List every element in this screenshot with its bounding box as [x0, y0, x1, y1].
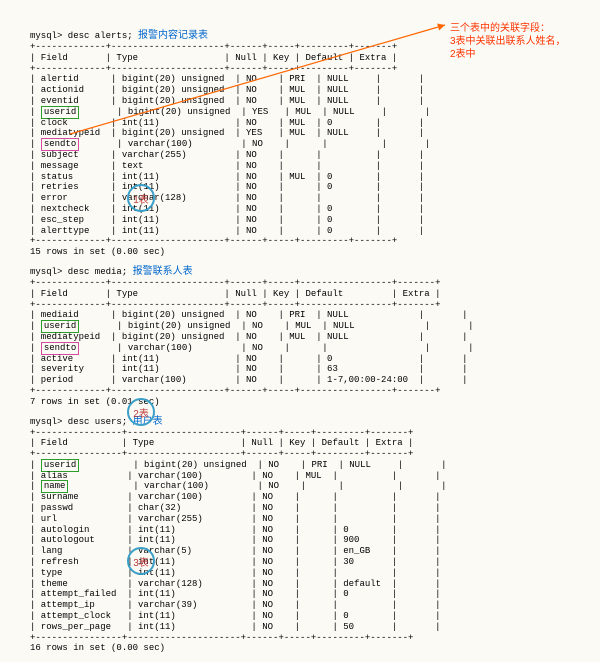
- separator: +-------------+---------------------+---…: [30, 278, 600, 289]
- table-row: | autologin | int(11) | NO | | 0 | |: [30, 525, 600, 536]
- table-row: | autologout | int(11) | NO | | 900 | |: [30, 535, 600, 546]
- table-row: | sendto | varchar(100) | NO | | | |: [30, 343, 600, 354]
- table-row: | sendto | varchar(100) | NO | | | |: [30, 139, 600, 150]
- table-row: | error | varchar(128) | NO | | | |: [30, 193, 600, 204]
- separator: +-------------+---------------------+---…: [30, 386, 600, 397]
- table-row: | message | text | NO | | | |: [30, 161, 600, 172]
- table-footer: 16 rows in set (0.00 sec): [30, 643, 600, 654]
- table-row: | name | varchar(100) | NO | | | |: [30, 481, 600, 492]
- table-footer: 15 rows in set (0.00 sec): [30, 247, 600, 258]
- mysql-command: mysql> desc users; 用户表: [30, 416, 600, 428]
- highlighted-field: userid: [41, 459, 79, 472]
- table-row: | theme | varchar(128) | NO | | default …: [30, 579, 600, 590]
- table-row: | refresh | int(11) | NO | | 30 | |: [30, 557, 600, 568]
- table-row: | status | int(11) | NO | MUL | 0 | |: [30, 172, 600, 183]
- separator: +-------------+---------------------+---…: [30, 300, 600, 311]
- separator: +----------------+---------------------+…: [30, 428, 600, 439]
- table-row: | attempt_failed | int(11) | NO | | 0 | …: [30, 589, 600, 600]
- table-row: | mediatypeid | bigint(20) unsigned | YE…: [30, 128, 600, 139]
- highlighted-field: sendto: [41, 342, 79, 355]
- circle-badge: 1表: [127, 184, 155, 212]
- table-row: | lang | varchar(5) | NO | | en_GB | |: [30, 546, 600, 557]
- table-row: | userid | bigint(20) unsigned | NO | PR…: [30, 460, 600, 471]
- table-row: | attempt_clock | int(11) | NO | | 0 | |: [30, 611, 600, 622]
- table-header: | Field | Type | Null | Key | Default | …: [30, 289, 600, 300]
- table-row: | clock | int(11) | NO | MUL | 0 | |: [30, 118, 600, 129]
- highlighted-field: userid: [41, 106, 79, 119]
- table-row: | alias | varchar(100) | NO | MUL | | |: [30, 471, 600, 482]
- table-row: | passwd | char(32) | NO | | | |: [30, 503, 600, 514]
- table-row: | eventid | bigint(20) unsigned | NO | M…: [30, 96, 600, 107]
- table-row: | userid | bigint(20) unsigned | NO | MU…: [30, 321, 600, 332]
- circle-badge: 2表: [127, 398, 155, 426]
- separator: +-------------+---------------------+---…: [30, 64, 600, 75]
- table-row: | mediaid | bigint(20) unsigned | NO | P…: [30, 310, 600, 321]
- table-row: | severity | int(11) | NO | | 63 | |: [30, 364, 600, 375]
- separator: +-------------+---------------------+---…: [30, 236, 600, 247]
- terminal-output: mysql> desc alerts; 报警内容记录表+------------…: [0, 0, 600, 662]
- table-row: | retries | int(11) | NO | | 0 | |: [30, 182, 600, 193]
- callout-text: 三个表中的关联字段： 3表中关联出联系人姓名， 2表中: [450, 22, 566, 61]
- table-row: | rows_per_page | int(11) | NO | | 50 | …: [30, 622, 600, 633]
- table-row: | subject | varchar(255) | NO | | | |: [30, 150, 600, 161]
- table-row: | url | varchar(255) | NO | | | |: [30, 514, 600, 525]
- table-row: | alerttype | int(11) | NO | | 0 | |: [30, 226, 600, 237]
- table-footer: 7 rows in set (0.01 sec): [30, 397, 600, 408]
- separator: +----------------+---------------------+…: [30, 449, 600, 460]
- table-row: | type | int(11) | NO | | | |: [30, 568, 600, 579]
- table-row: | period | varchar(100) | NO | | 1-7,00:…: [30, 375, 600, 386]
- table-title: 报警联系人表: [133, 266, 193, 277]
- table-row: | esc_step | int(11) | NO | | 0 | |: [30, 215, 600, 226]
- table-title: 报警内容记录表: [138, 30, 208, 41]
- table-row: | mediatypeid | bigint(20) unsigned | NO…: [30, 332, 600, 343]
- separator: +----------------+---------------------+…: [30, 633, 600, 644]
- table-header: | Field | Type | Null | Key | Default | …: [30, 438, 600, 449]
- table-row: | nextcheck | int(11) | NO | | 0 | |: [30, 204, 600, 215]
- table-row: | attempt_ip | varchar(39) | NO | | | |: [30, 600, 600, 611]
- table-row: | active | int(11) | NO | | 0 | |: [30, 354, 600, 365]
- table-row: | alertid | bigint(20) unsigned | NO | P…: [30, 74, 600, 85]
- table-row: | surname | varchar(100) | NO | | | |: [30, 492, 600, 503]
- mysql-command: mysql> desc media; 报警联系人表: [30, 266, 600, 278]
- table-row: | actionid | bigint(20) unsigned | NO | …: [30, 85, 600, 96]
- circle-badge: 3表: [127, 547, 155, 575]
- table-row: | userid | bigint(20) unsigned | YES | M…: [30, 107, 600, 118]
